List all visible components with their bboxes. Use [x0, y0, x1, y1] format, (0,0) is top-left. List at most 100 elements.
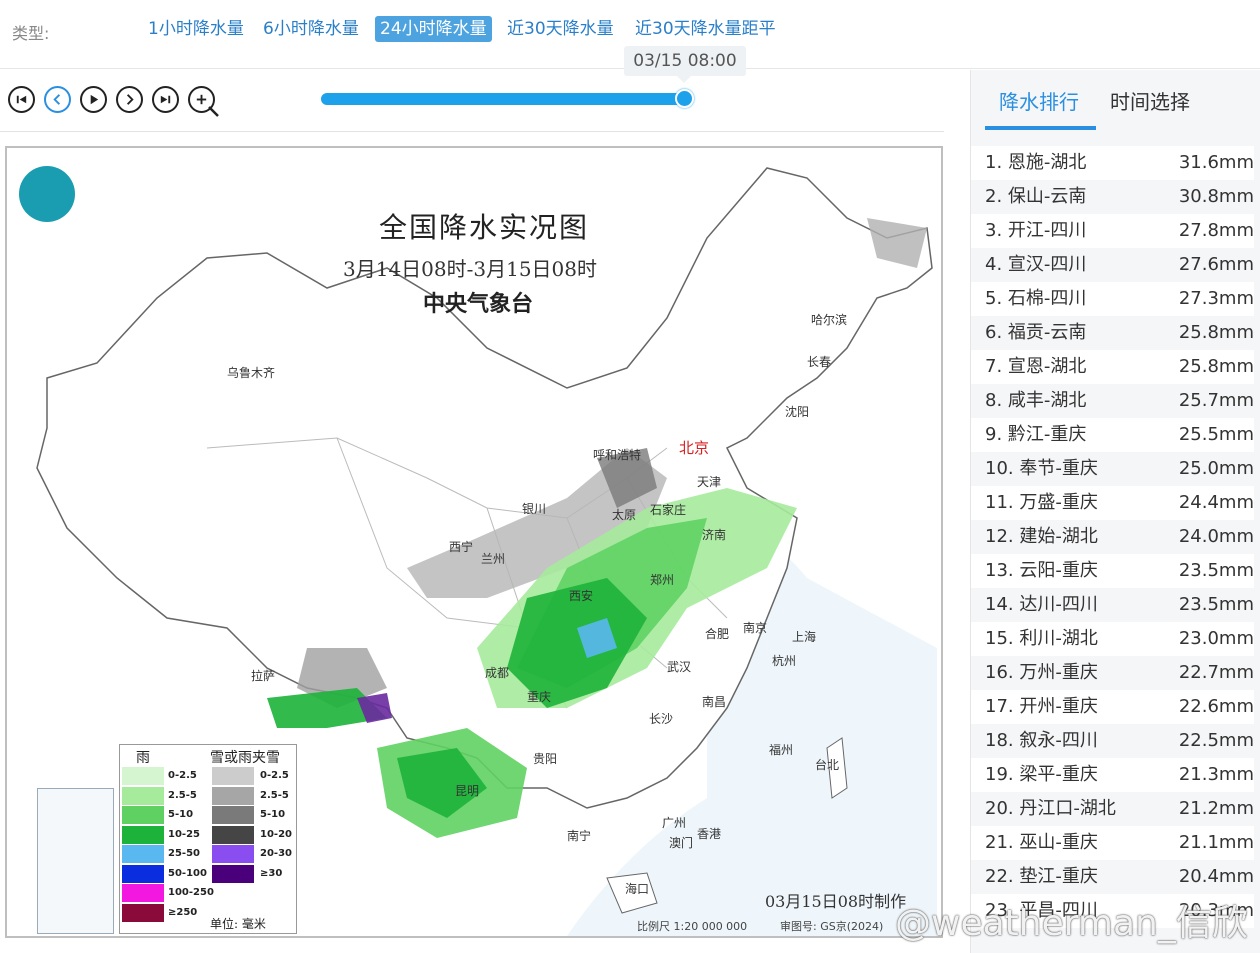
ranking-row[interactable]: 16. 万州-重庆 22.7mm — [971, 656, 1254, 690]
active-tab-indicator — [985, 126, 1096, 130]
right-panel: 降水排行 时间选择 1. 恩施-湖北 31.6mm 2. 保山-云南 30.8mm 3.… — [970, 70, 1260, 953]
ranking-station: 7. 宣恩-湖北 — [985, 356, 1087, 377]
last-frame-button[interactable] — [152, 86, 179, 113]
ranking-row[interactable]: 10. 奉节-重庆 25.0mm — [971, 452, 1254, 486]
city-label: 成都 — [485, 666, 510, 680]
ranking-value: 23.5mm — [1178, 560, 1254, 581]
ranking-row[interactable]: 14. 达川-四川 23.5mm — [971, 588, 1254, 622]
ranking-row[interactable]: 7. 宣恩-湖北 25.8mm — [971, 350, 1254, 384]
ranking-station: 12. 建始-湖北 — [985, 526, 1098, 547]
ranking-row[interactable]: 3. 开江-四川 27.8mm — [971, 214, 1254, 248]
city-label: 乌鲁木齐 — [227, 366, 276, 380]
city-label: 济南 — [702, 528, 727, 542]
first-frame-button[interactable] — [8, 86, 35, 113]
ranking-row[interactable]: 2. 保山-云南 30.8mm — [971, 180, 1254, 214]
legend-snow-head: 雪或雨夹雪 — [210, 750, 280, 766]
ranking-station: 19. 梁平-重庆 — [985, 764, 1098, 785]
ranking-row[interactable]: 17. 开州-重庆 22.6mm — [971, 690, 1254, 724]
city-label: 香港 — [697, 827, 722, 841]
city-label: 澳门 — [669, 836, 694, 850]
ranking-value: 25.7mm — [1178, 390, 1254, 411]
ranking-row[interactable]: 6. 福贡-云南 25.8mm — [971, 316, 1254, 350]
precip-map[interactable]: 全国降水实况图 3月14日08时-3月15日08时 中央气象台 乌鲁木齐 哈尔滨… — [5, 146, 943, 938]
ranking-station: 11. 万盛-重庆 — [985, 492, 1098, 513]
legend-label: 5-10 — [260, 809, 286, 820]
ranking-station: 2. 保山-云南 — [985, 186, 1087, 207]
ranking-row[interactable]: 12. 建始-湖北 24.0mm — [971, 520, 1254, 554]
ranking-row[interactable]: 21. 巫山-重庆 21.1mm — [971, 826, 1254, 860]
legend-swatch — [122, 845, 164, 863]
legend-swatch — [212, 786, 254, 805]
ranking-value: 27.6mm — [1178, 254, 1254, 275]
legend-label: 2.5-5 — [168, 789, 197, 801]
legend-unit: 单位: 毫米 — [210, 917, 266, 931]
legend-label: 20-30 — [260, 848, 292, 859]
time-tooltip: 03/15 08:00 — [624, 46, 746, 83]
ranking-row[interactable]: 20. 丹江口-湖北 21.2mm — [971, 792, 1254, 826]
tab-6h-precip[interactable]: 6小时降水量 — [263, 19, 359, 39]
tab-1h-precip[interactable]: 1小时降水量 — [148, 19, 244, 39]
ranking-row[interactable]: 19. 梁平-重庆 21.3mm — [971, 758, 1254, 792]
ranking-row[interactable]: 22. 垫江-重庆 20.4mm — [971, 860, 1254, 894]
ranking-value: 30.8mm — [1178, 186, 1254, 207]
ranking-station: 16. 万州-重庆 — [985, 662, 1098, 683]
prev-icon — [53, 94, 61, 105]
ranking-value: 24.0mm — [1178, 526, 1254, 547]
time-slider[interactable] — [321, 93, 685, 105]
ranking-value: 21.3mm — [1178, 764, 1254, 785]
ranking-station: 17. 开州-重庆 — [985, 696, 1098, 717]
ranking-value: 25.0mm — [1178, 458, 1254, 479]
city-label: 重庆 — [527, 690, 552, 704]
city-label: 合肥 — [705, 627, 730, 641]
city-label: 沈阳 — [785, 405, 810, 419]
time-slider-handle[interactable] — [675, 89, 694, 108]
play-button[interactable] — [80, 86, 107, 113]
review-number: 审图号: GS京(2024) — [780, 920, 884, 933]
ranking-row[interactable]: 15. 利川-湖北 23.0mm — [971, 622, 1254, 656]
ranking-station: 20. 丹江口-湖北 — [985, 798, 1116, 819]
city-label: 南京 — [743, 621, 768, 635]
south-china-sea-inset — [37, 788, 114, 934]
city-label: 长春 — [807, 355, 832, 369]
ranking-station: 21. 巫山-重庆 — [985, 832, 1098, 853]
ranking-row[interactable]: 4. 宣汉-四川 27.6mm — [971, 248, 1254, 282]
ranking-row[interactable]: 18. 叙永-四川 22.5mm — [971, 724, 1254, 758]
tab-30d-precip[interactable]: 近30天降水量 — [507, 19, 614, 39]
ranking-value: 22.7mm — [1178, 662, 1254, 683]
tab-24h-precip[interactable]: 24小时降水量 — [375, 16, 492, 42]
ranking-value: 27.8mm — [1178, 220, 1254, 241]
ranking-row[interactable]: 11. 万盛-重庆 24.4mm — [971, 486, 1254, 520]
tab-30d-anomaly[interactable]: 近30天降水量距平 — [635, 19, 776, 39]
tab-time-select[interactable]: 时间选择 — [1110, 90, 1190, 114]
ranking-row[interactable]: 23. 平昌-四川 20.3mm — [971, 894, 1254, 928]
city-label: 广州 — [662, 816, 687, 830]
city-label: 福州 — [769, 743, 794, 757]
ranking-row[interactable]: 1. 恩施-湖北 31.6mm — [971, 146, 1254, 180]
ranking-row[interactable]: 5. 石棉-四川 27.3mm — [971, 282, 1254, 316]
legend-swatch — [212, 825, 254, 844]
legend-label: 10-25 — [168, 828, 200, 840]
prev-frame-button[interactable] — [44, 86, 71, 113]
ranking-station: 10. 奉节-重庆 — [985, 458, 1098, 479]
legend-swatch — [122, 884, 164, 902]
legend-swatch — [122, 767, 164, 785]
zoom-in-icon — [196, 94, 207, 105]
next-frame-button[interactable] — [116, 86, 143, 113]
zoom-handle-icon — [208, 106, 219, 117]
city-label: 太原 — [612, 508, 637, 522]
city-label: 哈尔滨 — [811, 313, 848, 327]
ranking-value: 21.2mm — [1178, 798, 1254, 819]
ranking-station: 4. 宣汉-四川 — [985, 254, 1087, 275]
legend-swatch — [122, 786, 164, 805]
city-label: 拉萨 — [251, 669, 276, 683]
ranking-row[interactable]: 13. 云阳-重庆 23.5mm — [971, 554, 1254, 588]
map-canvas — [36, 167, 937, 936]
ranking-value: 27.3mm — [1178, 288, 1254, 309]
tab-precip-ranking[interactable]: 降水排行 — [999, 90, 1079, 114]
ranking-row[interactable]: 8. 咸丰-湖北 25.7mm — [971, 384, 1254, 418]
ranking-station: 6. 福贡-云南 — [985, 322, 1087, 343]
ranking-row[interactable]: 9. 黔江-重庆 25.5mm — [971, 418, 1254, 452]
legend-label: 50-100 — [168, 867, 207, 879]
legend-swatch — [212, 806, 254, 824]
legend-label: ≥30 — [260, 867, 283, 879]
